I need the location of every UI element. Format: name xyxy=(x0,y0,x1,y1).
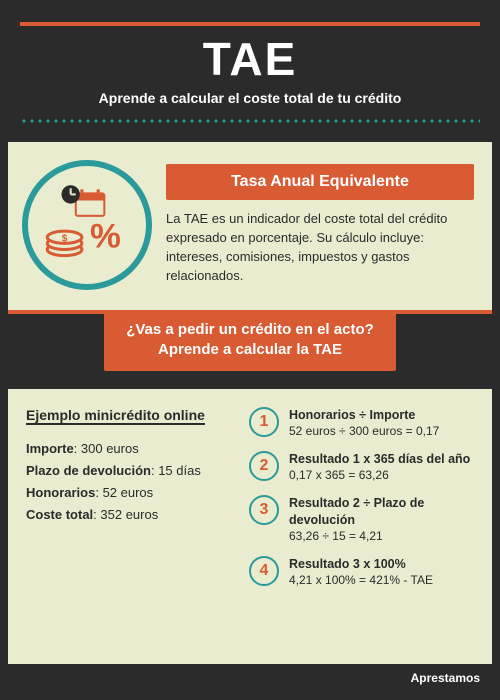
step-title: Resultado 3 x 100% xyxy=(289,556,433,573)
example-row: Importe: 300 euros xyxy=(26,441,233,456)
step-number-badge: 4 xyxy=(249,556,279,586)
step-number-badge: 2 xyxy=(249,451,279,481)
mid-question-tag: ¿Vas a pedir un crédito en el acto? Apre… xyxy=(104,310,396,371)
step-number-badge: 3 xyxy=(249,495,279,525)
step-text: Resultado 2 ÷ Plazo de devolución63,26 ÷… xyxy=(289,495,476,545)
brand-label: Aprestamos xyxy=(411,671,480,685)
step-calc: 52 euros ÷ 300 euros = 0,17 xyxy=(289,423,439,439)
header: TAE Aprende a calcular el coste total de… xyxy=(8,8,492,142)
step-title: Resultado 1 x 365 días del año xyxy=(289,451,470,468)
step-calc: 63,26 ÷ 15 = 4,21 xyxy=(289,528,476,544)
step-calc: 4,21 x 100% = 421% - TAE xyxy=(289,572,433,588)
svg-text:$: $ xyxy=(62,233,68,244)
step-title: Honorarios ÷ Importe xyxy=(289,407,439,424)
calculation-step: 3 Resultado 2 ÷ Plazo de devolución63,26 … xyxy=(249,495,476,545)
svg-text:%: % xyxy=(90,217,121,255)
concept-icon-circle: $ % xyxy=(22,160,152,290)
footer: Aprestamos xyxy=(8,664,492,692)
step-title: Resultado 2 ÷ Plazo de devolución xyxy=(289,495,476,529)
step-calc: 0,17 x 365 = 63,26 xyxy=(289,467,470,483)
accent-line-top xyxy=(20,22,480,26)
example-row: Honorarios: 52 euros xyxy=(26,485,233,500)
example-row: Plazo de devolución: 15 días xyxy=(26,463,233,478)
example-title: Ejemplo minicrédito online xyxy=(26,407,233,423)
main-title: TAE xyxy=(20,32,480,86)
example-row: Coste total: 352 euros xyxy=(26,507,233,522)
calculation-section: Ejemplo minicrédito online Importe: 300 … xyxy=(8,389,492,665)
subtitle: Aprende a calcular el coste total de tu … xyxy=(20,90,480,106)
example-block: Ejemplo minicrédito online Importe: 300 … xyxy=(26,407,233,657)
step-text: Honorarios ÷ Importe52 euros ÷ 300 euros… xyxy=(289,407,439,440)
step-text: Resultado 3 x 100%4,21 x 100% = 421% - T… xyxy=(289,556,433,589)
step-number-badge: 1 xyxy=(249,407,279,437)
calculation-step: 4 Resultado 3 x 100%4,21 x 100% = 421% - … xyxy=(249,556,476,589)
mid-line-1: ¿Vas a pedir un crédito en el acto? xyxy=(126,321,374,338)
steps-list: 1 Honorarios ÷ Importe52 euros ÷ 300 euro… xyxy=(249,407,476,657)
infographic-page: TAE Aprende a calcular el coste total de… xyxy=(0,0,500,700)
definition-text: Tasa Anual Equivalente La TAE es un indi… xyxy=(166,164,474,285)
definition-tag: Tasa Anual Equivalente xyxy=(166,164,474,200)
mid-line-2: Aprende a calcular la TAE xyxy=(158,341,342,358)
dotted-divider xyxy=(20,118,480,124)
calculation-step: 1 Honorarios ÷ Importe52 euros ÷ 300 euro… xyxy=(249,407,476,440)
definition-section: $ % Tasa Anual Equivalente La TAE es un … xyxy=(8,142,492,310)
finance-icon: $ % xyxy=(36,174,138,276)
mid-bar: ¿Vas a pedir un crédito en el acto? Apre… xyxy=(8,310,492,389)
definition-description: La TAE es un indicador del coste total d… xyxy=(166,210,474,285)
step-text: Resultado 1 x 365 días del año0,17 x 365… xyxy=(289,451,470,484)
calculation-step: 2 Resultado 1 x 365 días del año0,17 x 36… xyxy=(249,451,476,484)
example-rows: Importe: 300 euros Plazo de devolución: 1… xyxy=(26,441,233,522)
